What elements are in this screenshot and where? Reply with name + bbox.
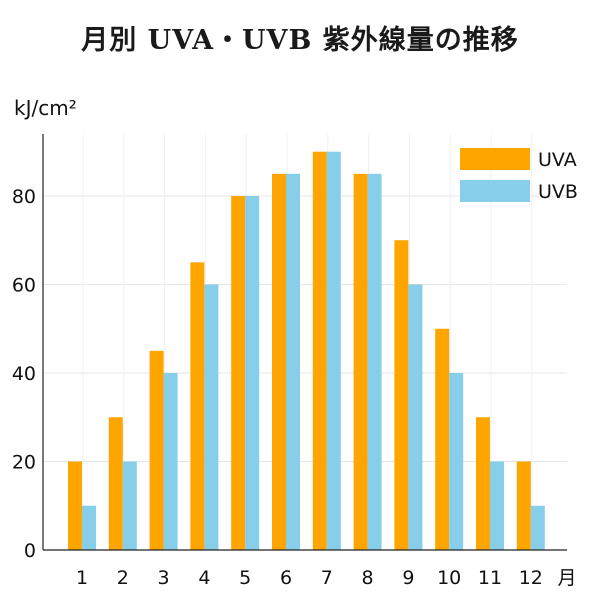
bars-group [68,151,545,551]
bar-uva-6 [272,173,286,551]
bar-uvb-10 [449,372,464,550]
bar-uva-1 [68,461,82,550]
bar-uva-10 [435,328,450,550]
bar-uva-4 [190,262,205,550]
legend-swatch-uva [460,148,530,170]
x-tick-label: 12 [519,567,543,589]
legend-label-uvb: UVB [538,181,578,203]
bar-uvb-4 [204,284,219,550]
bar-uvb-9 [408,284,423,550]
bar-uvb-1 [82,505,96,550]
legend-label-uva: UVA [538,149,577,171]
bar-uvb-6 [286,173,300,551]
y-tick-labels: 0 20 40 60 80 [12,186,36,562]
bar-uvb-3 [163,372,178,550]
bar-uva-2 [108,417,123,550]
x-axis-label: 月 [557,567,576,589]
bar-uva-9 [394,240,409,550]
axes [42,134,567,551]
y-tick-label: 0 [24,540,36,562]
y-tick-label: 80 [12,186,36,208]
x-tick-labels: 1 2 3 4 5 6 7 8 9 10 11 12 [76,567,543,589]
bar-uva-11 [476,417,490,550]
bar-uva-3 [149,350,164,550]
bar-uvb-11 [490,461,504,550]
x-tick-label: 6 [280,567,292,589]
x-tick-label: 8 [362,567,374,589]
x-tick-label: 11 [478,567,502,589]
x-tick-label: 9 [402,567,414,589]
bar-uva-8 [353,173,368,551]
x-tick-label: 3 [158,567,170,589]
bar-uvb-2 [122,461,137,550]
bar-uvb-12 [530,505,545,550]
y-tick-label: 20 [12,451,36,473]
bar-uva-7 [312,151,327,550]
x-tick-label: 4 [198,567,210,589]
bar-uvb-5 [245,195,260,550]
x-tick-label: 10 [437,567,461,589]
x-tick-label: 1 [76,567,88,589]
legend: UVA UVB [460,148,578,203]
bar-uvb-8 [367,173,382,551]
x-tick-label: 5 [239,567,251,589]
y-tick-label: 40 [12,363,36,385]
y-axis-label: kJ/cm² [14,96,77,120]
legend-swatch-uvb [460,180,530,202]
bar-uva-12 [516,461,531,550]
bar-uvb-7 [326,151,341,550]
bar-uva-5 [231,195,246,550]
x-tick-label: 2 [117,567,129,589]
chart-title: 月別 UVA・UVB 紫外線量の推移 [81,25,519,56]
y-tick-label: 60 [12,274,36,296]
x-tick-label: 7 [321,567,333,589]
